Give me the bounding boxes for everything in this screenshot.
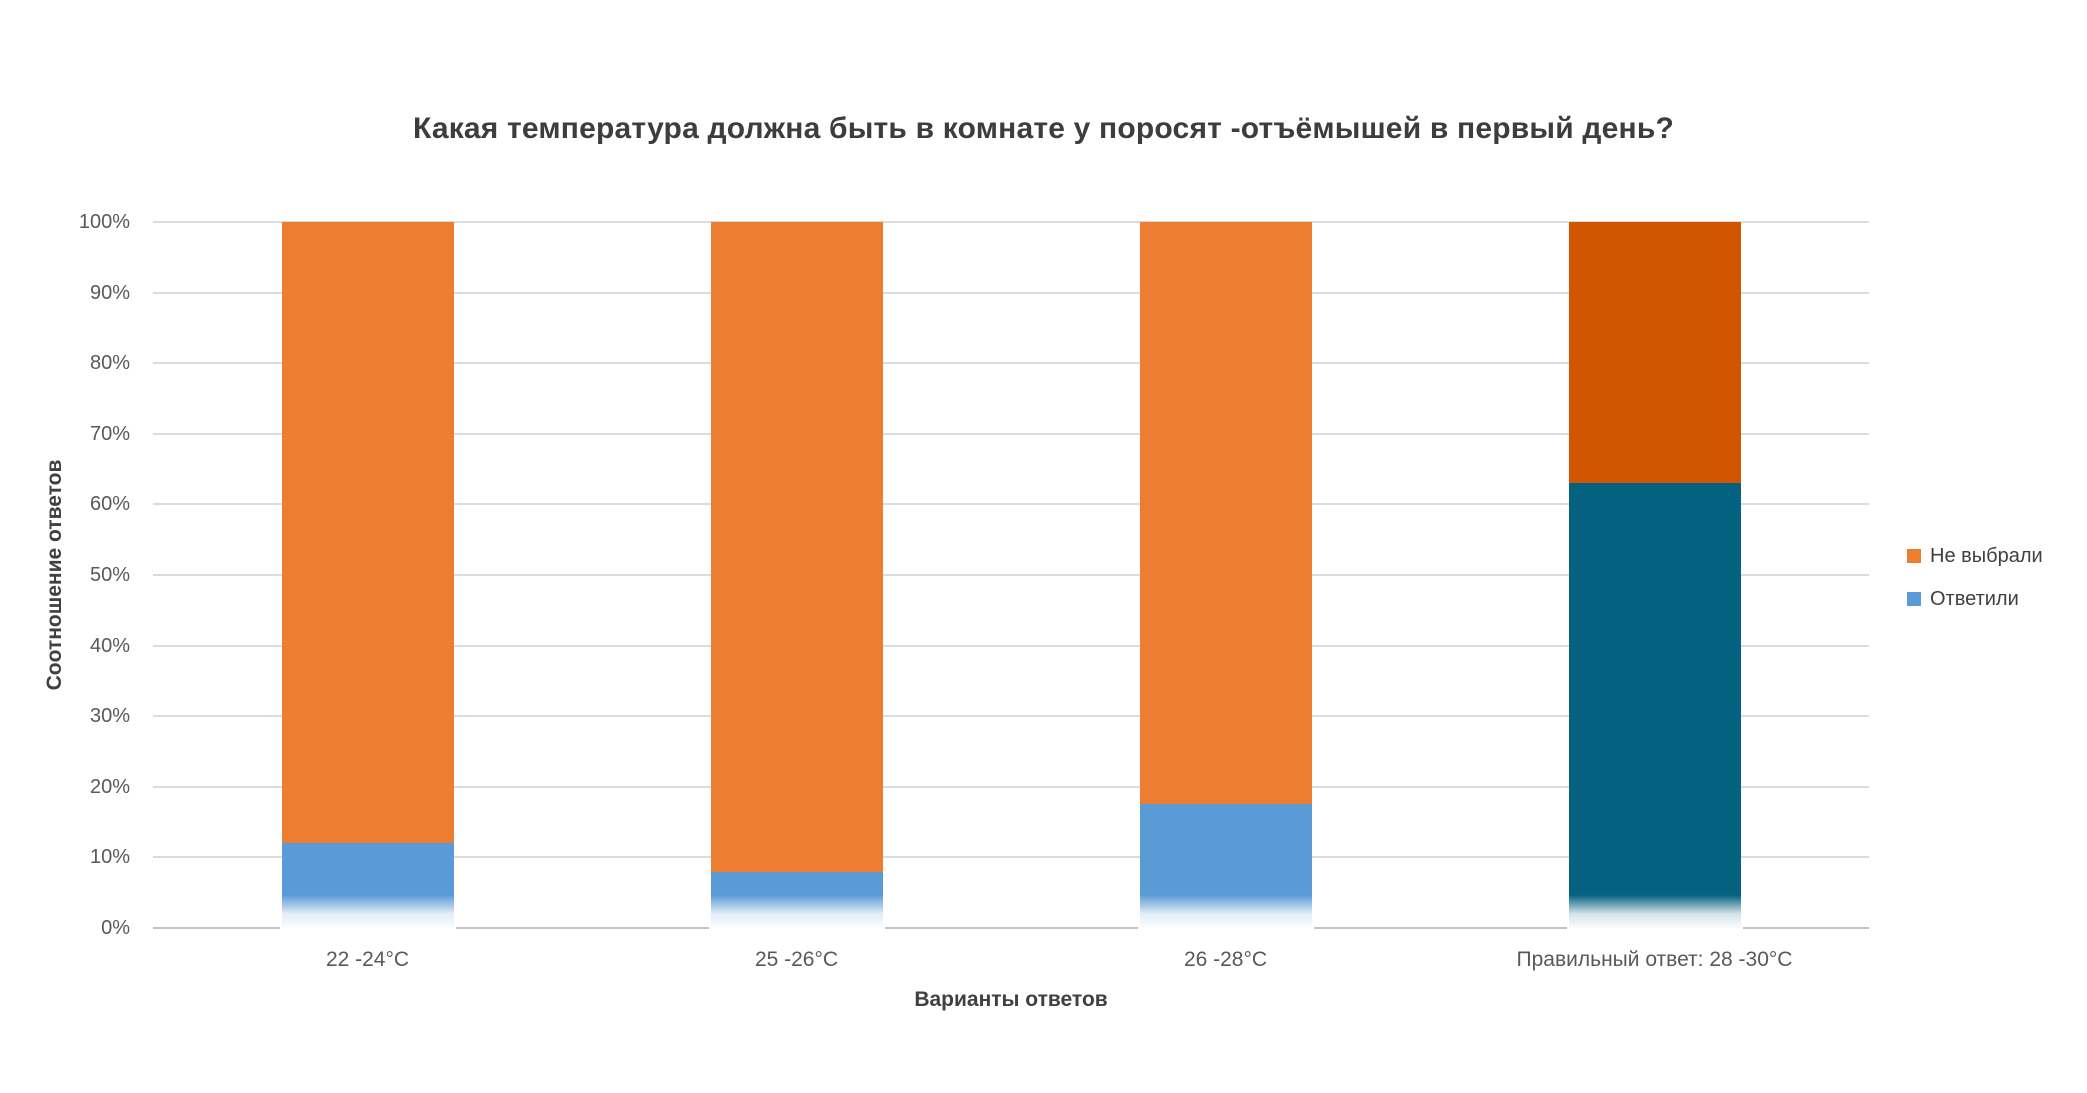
gridline-90 — [153, 291, 1869, 294]
legend-item-Ответили: Ответили — [1907, 586, 2043, 612]
y-tick-label-20: 20% — [89, 775, 130, 798]
y-tick-label-30: 30% — [89, 705, 130, 728]
gridline-30 — [153, 715, 1869, 718]
x-category-label-2: 25 -26°C — [754, 948, 839, 971]
gridline-10 — [153, 856, 1869, 859]
legend-label: Ответили — [1930, 587, 2019, 610]
x-category-label-1: 22 -24°C — [325, 948, 410, 971]
gridline-80 — [153, 362, 1869, 365]
y-tick-label-10: 10% — [89, 846, 130, 869]
bar-segment-Не выбрали — [281, 222, 454, 844]
chart-title: Какая температура должна быть в комнате … — [412, 112, 1675, 145]
bar-column-2 — [708, 222, 885, 929]
legend: Не выбрали Ответили — [1907, 543, 2043, 629]
x-axis-title: Варианты ответов — [914, 988, 1108, 1011]
bar-segment-Не выбрали — [1568, 222, 1741, 484]
gridline-60 — [153, 503, 1869, 506]
bar-column-1 — [279, 222, 456, 929]
x-category-label-4: Правильный ответ: 28 -30°C — [1516, 948, 1793, 971]
y-tick-label-80: 80% — [89, 352, 130, 375]
y-tick-label-70: 70% — [89, 422, 130, 445]
gridline-0 — [153, 927, 1869, 929]
bar-segment-Ответили — [281, 843, 454, 928]
legend-marker-icon — [1907, 549, 1921, 563]
gridline-70 — [153, 432, 1869, 435]
gridline-40 — [153, 644, 1869, 647]
bar-column-3 — [1137, 222, 1314, 929]
bar-segment-Не выбрали — [1139, 222, 1312, 805]
plot-area — [153, 221, 1869, 929]
legend-marker-icon — [1907, 592, 1921, 606]
y-tick-label-90: 90% — [89, 281, 130, 304]
legend-item-Не выбрали: Не выбрали — [1907, 543, 2043, 569]
gridline-100 — [153, 221, 1869, 223]
y-tick-label-0: 0% — [101, 917, 130, 939]
gridline-50 — [153, 574, 1869, 576]
y-tick-label-40: 40% — [89, 634, 130, 657]
y-tick-label-50: 50% — [89, 564, 130, 586]
x-category-label-3: 26 -28°C — [1183, 948, 1268, 971]
y-tick-label-60: 60% — [89, 493, 130, 516]
gridline-20 — [153, 785, 1869, 788]
bar-segment-Ответили — [1139, 804, 1312, 928]
y-tick-label-100: 100% — [78, 211, 130, 233]
bar-segment-Ответили — [710, 871, 883, 928]
bar-segment-Ответили — [1568, 483, 1741, 928]
bar-segment-Не выбрали — [710, 222, 883, 872]
bar-column-4 — [1566, 222, 1743, 929]
legend-label: Не выбрали — [1930, 544, 2043, 567]
